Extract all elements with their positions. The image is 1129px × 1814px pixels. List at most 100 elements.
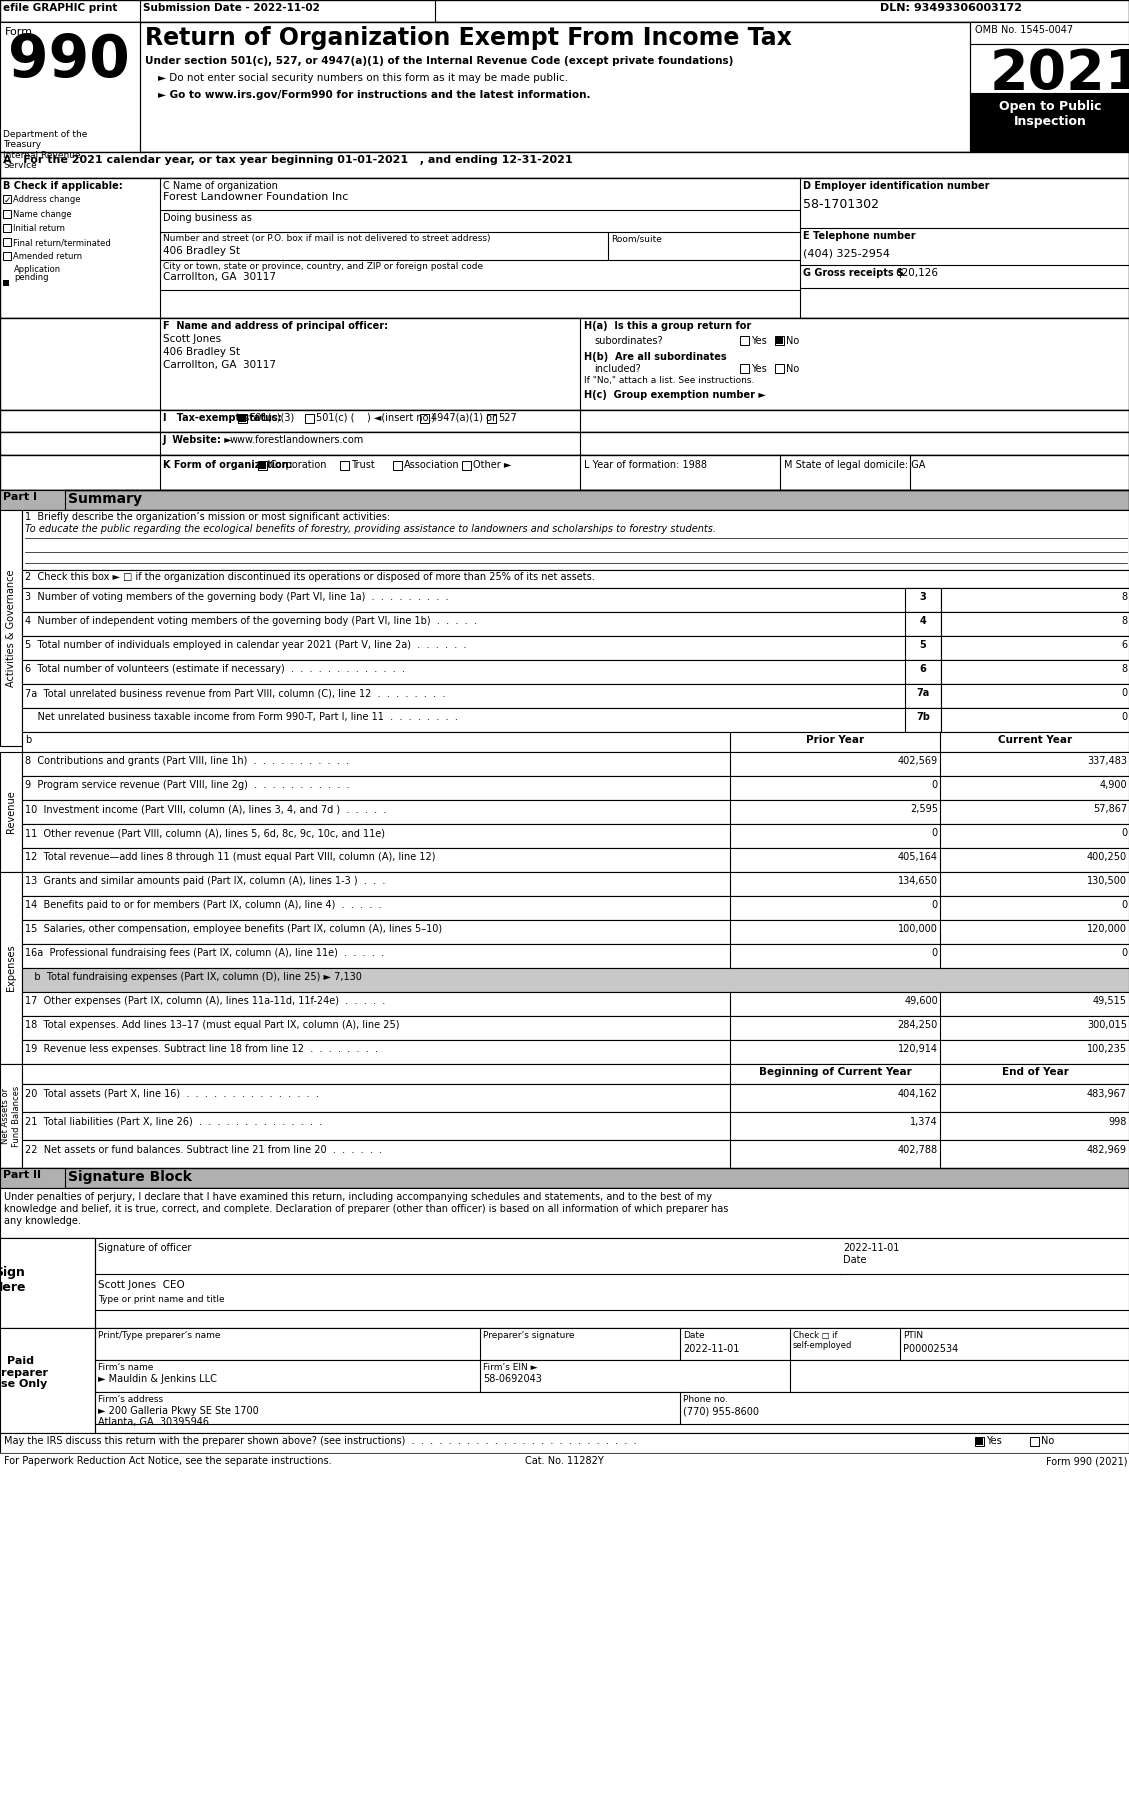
Text: (770) 955-8600: (770) 955-8600 bbox=[683, 1406, 759, 1417]
Text: 49,515: 49,515 bbox=[1093, 996, 1127, 1007]
Text: 284,250: 284,250 bbox=[898, 1019, 938, 1030]
Text: Forest Landowner Foundation Inc: Forest Landowner Foundation Inc bbox=[163, 192, 349, 201]
Text: Firm’s name: Firm’s name bbox=[98, 1362, 154, 1371]
Text: 402,788: 402,788 bbox=[898, 1145, 938, 1156]
Text: 405,164: 405,164 bbox=[898, 853, 938, 862]
Bar bbox=[0, 1433, 1129, 1453]
Text: 402,569: 402,569 bbox=[898, 756, 938, 766]
Bar bbox=[21, 733, 1129, 753]
Text: Part II: Part II bbox=[3, 1170, 41, 1179]
Text: 16a  Professional fundraising fees (Part IX, column (A), line 11e)  .  .  .  .  : 16a Professional fundraising fees (Part … bbox=[25, 949, 384, 958]
Text: H(a)  Is this a group return for: H(a) Is this a group return for bbox=[584, 321, 751, 330]
Text: 527: 527 bbox=[498, 414, 517, 423]
Text: Prior Year: Prior Year bbox=[806, 735, 864, 746]
Text: 130,500: 130,500 bbox=[1087, 876, 1127, 885]
Bar bbox=[774, 365, 784, 374]
Bar bbox=[940, 707, 1129, 733]
Text: Application: Application bbox=[14, 265, 61, 274]
Text: 49,600: 49,600 bbox=[904, 996, 938, 1007]
Bar bbox=[238, 414, 247, 423]
Bar bbox=[21, 1112, 1129, 1139]
Text: Signature Block: Signature Block bbox=[68, 1170, 192, 1185]
Text: 8: 8 bbox=[1121, 591, 1127, 602]
Bar bbox=[0, 1168, 1129, 1188]
Text: Type or print name and title: Type or print name and title bbox=[98, 1295, 225, 1304]
Text: b: b bbox=[25, 735, 32, 746]
Text: Department of the
Treasury
Internal Revenue
Service: Department of the Treasury Internal Reve… bbox=[3, 131, 87, 171]
Bar bbox=[340, 461, 349, 470]
Text: 4: 4 bbox=[920, 617, 927, 626]
Text: I   Tax-exempt status:: I Tax-exempt status: bbox=[163, 414, 282, 423]
Bar bbox=[95, 1328, 1129, 1360]
Text: 2021: 2021 bbox=[990, 47, 1129, 102]
Bar bbox=[1030, 1437, 1039, 1446]
Text: efile GRAPHIC print: efile GRAPHIC print bbox=[3, 4, 117, 13]
Text: ► Do not enter social security numbers on this form as it may be made public.: ► Do not enter social security numbers o… bbox=[158, 73, 568, 83]
Bar bbox=[21, 611, 1129, 637]
Text: Return of Organization Exempt From Income Tax: Return of Organization Exempt From Incom… bbox=[145, 25, 791, 51]
Text: 620,126: 620,126 bbox=[895, 268, 938, 278]
Text: 6: 6 bbox=[920, 664, 927, 675]
Text: 3: 3 bbox=[920, 591, 927, 602]
Text: Form: Form bbox=[5, 27, 33, 36]
Text: For Paperwork Reduction Act Notice, see the separate instructions.: For Paperwork Reduction Act Notice, see … bbox=[5, 1457, 332, 1466]
Text: Other ►: Other ► bbox=[473, 461, 511, 470]
Bar bbox=[21, 707, 1129, 733]
Text: Form 990 (2021): Form 990 (2021) bbox=[1045, 1457, 1127, 1466]
Bar bbox=[0, 410, 1129, 432]
Text: 0: 0 bbox=[931, 780, 938, 791]
Text: 57,867: 57,867 bbox=[1093, 804, 1127, 814]
Text: 404,162: 404,162 bbox=[898, 1088, 938, 1099]
Bar bbox=[905, 660, 940, 684]
Text: P00002534: P00002534 bbox=[903, 1344, 959, 1353]
Bar bbox=[21, 896, 1129, 920]
Text: 0: 0 bbox=[1121, 827, 1127, 838]
Bar bbox=[940, 684, 1129, 707]
Text: 1,374: 1,374 bbox=[910, 1117, 938, 1126]
Text: J  Website: ►: J Website: ► bbox=[163, 435, 233, 444]
Text: K Form of organization:: K Form of organization: bbox=[163, 461, 292, 470]
Text: subordinates?: subordinates? bbox=[594, 336, 663, 346]
Bar bbox=[0, 1188, 1129, 1237]
Bar bbox=[0, 490, 65, 510]
Bar bbox=[21, 943, 1129, 969]
Bar bbox=[0, 178, 1129, 317]
Text: www.forestlandowners.com: www.forestlandowners.com bbox=[230, 435, 365, 444]
Bar bbox=[970, 22, 1129, 152]
Text: 9  Program service revenue (Part VIII, line 2g)  .  .  .  .  .  .  .  .  .  .  .: 9 Program service revenue (Part VIII, li… bbox=[25, 780, 350, 791]
Bar bbox=[0, 753, 21, 873]
Bar bbox=[21, 1139, 1129, 1168]
Bar bbox=[259, 463, 266, 470]
Bar bbox=[3, 238, 11, 247]
Bar bbox=[462, 461, 471, 470]
Text: Print/Type preparer’s name: Print/Type preparer’s name bbox=[98, 1331, 220, 1341]
Bar bbox=[487, 414, 496, 423]
Bar bbox=[0, 317, 1129, 410]
Text: F  Name and address of principal officer:: F Name and address of principal officer: bbox=[163, 321, 388, 330]
Text: Under section 501(c), 527, or 4947(a)(1) of the Internal Revenue Code (except pr: Under section 501(c), 527, or 4947(a)(1)… bbox=[145, 56, 734, 65]
Bar bbox=[0, 1328, 1129, 1433]
Text: No: No bbox=[1041, 1437, 1054, 1446]
Text: 7b: 7b bbox=[916, 713, 930, 722]
Bar bbox=[21, 588, 1129, 611]
Text: 0: 0 bbox=[1121, 900, 1127, 911]
Bar bbox=[0, 1168, 65, 1188]
Text: OMB No. 1545-0047: OMB No. 1545-0047 bbox=[975, 25, 1074, 34]
Text: ► 200 Galleria Pkwy SE Ste 1700: ► 200 Galleria Pkwy SE Ste 1700 bbox=[98, 1406, 259, 1417]
Bar bbox=[95, 1360, 1129, 1391]
Text: 6: 6 bbox=[1121, 640, 1127, 649]
Text: 0: 0 bbox=[1121, 713, 1127, 722]
Text: Carrollton, GA  30117: Carrollton, GA 30117 bbox=[163, 359, 275, 370]
Text: 501(c) (    ) ◄(insert no.): 501(c) ( ) ◄(insert no.) bbox=[316, 414, 435, 423]
Bar bbox=[0, 455, 1129, 490]
Text: 58-1701302: 58-1701302 bbox=[803, 198, 879, 210]
Text: B Check if applicable:: B Check if applicable: bbox=[3, 181, 123, 190]
Text: Yes: Yes bbox=[751, 365, 767, 374]
Text: 100,000: 100,000 bbox=[899, 923, 938, 934]
Bar bbox=[0, 1453, 1129, 1473]
Text: Date: Date bbox=[843, 1255, 866, 1264]
Text: Net unrelated business taxable income from Form 990-T, Part I, line 11  .  .  . : Net unrelated business taxable income fr… bbox=[25, 713, 458, 722]
Text: ► Go to www.irs.gov/Form990 for instructions and the latest information.: ► Go to www.irs.gov/Form990 for instruct… bbox=[158, 91, 590, 100]
Bar bbox=[975, 1437, 984, 1446]
Text: Yes: Yes bbox=[986, 1437, 1001, 1446]
